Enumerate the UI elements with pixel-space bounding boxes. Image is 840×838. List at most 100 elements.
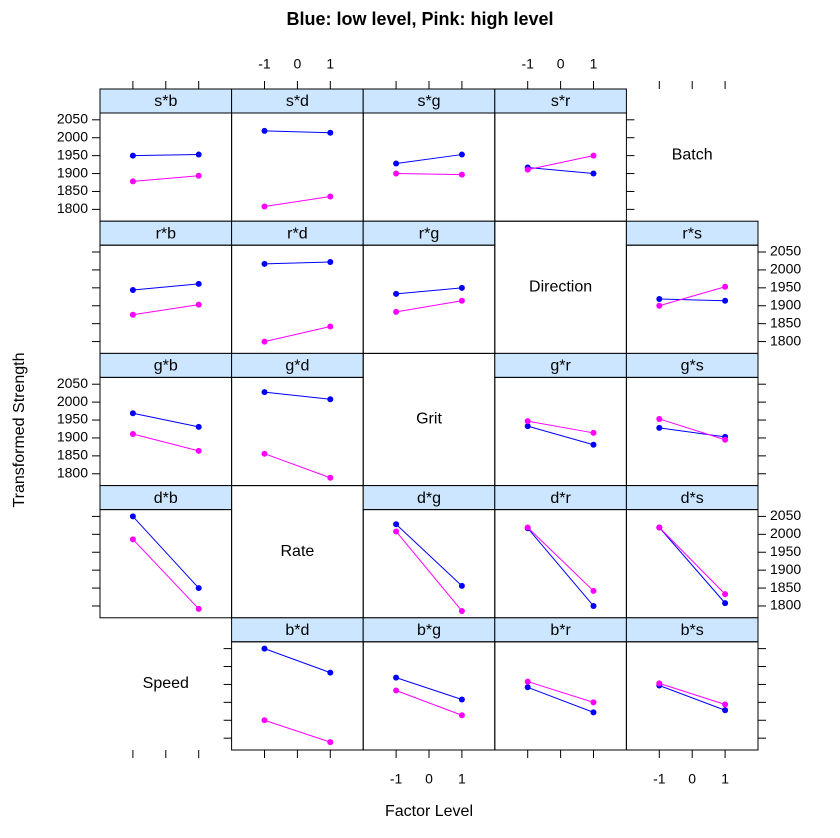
x-tick-label: 1 bbox=[458, 771, 466, 787]
point bbox=[327, 474, 334, 481]
point bbox=[327, 129, 334, 136]
strip bbox=[494, 352, 627, 378]
y-tick-label: 2000 bbox=[770, 525, 801, 541]
panel-title: b*d bbox=[285, 622, 309, 639]
point bbox=[393, 521, 400, 528]
point bbox=[195, 151, 202, 158]
point bbox=[458, 297, 465, 304]
point bbox=[327, 323, 334, 330]
point bbox=[129, 178, 136, 185]
y-tick-label: 1850 bbox=[57, 447, 88, 463]
point bbox=[393, 528, 400, 535]
point bbox=[129, 536, 136, 543]
point bbox=[458, 284, 465, 291]
point bbox=[129, 431, 136, 438]
y-tick-label: 1900 bbox=[770, 561, 801, 577]
panel bbox=[494, 112, 627, 222]
strip bbox=[362, 485, 496, 511]
series-line bbox=[132, 433, 199, 452]
series-line bbox=[527, 527, 594, 607]
series-line bbox=[527, 425, 594, 446]
panel bbox=[231, 376, 364, 487]
point bbox=[327, 193, 334, 200]
panel-title: d*s bbox=[681, 490, 704, 507]
strip bbox=[99, 352, 233, 378]
point bbox=[195, 280, 202, 287]
series-line bbox=[396, 287, 462, 295]
point bbox=[393, 308, 400, 315]
point bbox=[458, 696, 465, 703]
series-line bbox=[264, 648, 331, 674]
strip bbox=[625, 485, 759, 511]
series-line bbox=[527, 420, 594, 434]
strip bbox=[99, 88, 233, 114]
panel-title: g*d bbox=[285, 358, 309, 375]
x-tick-label: -1 bbox=[258, 56, 271, 72]
series-line bbox=[527, 166, 594, 175]
panel bbox=[362, 509, 496, 619]
point bbox=[590, 441, 597, 448]
panel-title: r*b bbox=[156, 225, 177, 242]
panel-title: d*r bbox=[550, 490, 571, 507]
panel-title: s*d bbox=[286, 93, 309, 110]
point bbox=[261, 389, 268, 396]
panel bbox=[625, 244, 759, 354]
point bbox=[327, 669, 334, 676]
point bbox=[524, 524, 531, 531]
x-tick-label: 0 bbox=[425, 771, 433, 787]
point bbox=[129, 410, 136, 417]
point bbox=[458, 712, 465, 719]
x-axis-label: Factor Level bbox=[385, 803, 473, 820]
y-tick-label: 1850 bbox=[57, 182, 88, 198]
panel-title: b*r bbox=[550, 622, 571, 639]
point bbox=[195, 605, 202, 612]
panel bbox=[362, 641, 496, 751]
y-tick-label: 2000 bbox=[57, 393, 88, 409]
series-line bbox=[658, 527, 726, 595]
x-tick-label: 1 bbox=[721, 771, 729, 787]
y-tick-label: 2050 bbox=[770, 507, 801, 523]
series-line bbox=[264, 719, 331, 743]
series-line bbox=[264, 453, 331, 479]
panel bbox=[625, 376, 759, 487]
series-line bbox=[395, 690, 463, 716]
series-line bbox=[264, 326, 331, 343]
panel-title: s*g bbox=[417, 93, 440, 110]
series-line bbox=[396, 154, 462, 165]
series-line bbox=[527, 527, 594, 592]
panel-title: d*b bbox=[154, 490, 178, 507]
factor-label: Batch bbox=[672, 146, 713, 163]
panel bbox=[494, 641, 627, 751]
strip bbox=[231, 617, 364, 643]
panel bbox=[99, 509, 233, 619]
point bbox=[261, 203, 268, 210]
point bbox=[458, 582, 465, 589]
panel-title: s*b bbox=[154, 93, 177, 110]
x-tick-label: -1 bbox=[653, 771, 666, 787]
y-tick-label: 2050 bbox=[770, 243, 801, 259]
series-line bbox=[659, 298, 726, 302]
y-tick-label: 1950 bbox=[57, 411, 88, 427]
point bbox=[261, 645, 268, 652]
series-line bbox=[658, 527, 726, 604]
point bbox=[722, 600, 729, 607]
point bbox=[590, 587, 597, 594]
y-tick-label: 1950 bbox=[57, 146, 88, 162]
panel bbox=[99, 244, 233, 354]
series-line bbox=[264, 391, 331, 400]
point bbox=[129, 152, 136, 159]
strip bbox=[625, 617, 759, 643]
series-line bbox=[132, 283, 199, 291]
series-line bbox=[132, 412, 199, 428]
x-tick-label: 0 bbox=[688, 771, 696, 787]
point bbox=[458, 607, 465, 614]
point bbox=[327, 396, 334, 403]
point bbox=[393, 170, 400, 177]
point bbox=[393, 290, 400, 297]
panel-title: s*r bbox=[551, 93, 571, 110]
y-tick-label: 1950 bbox=[770, 279, 801, 295]
point bbox=[261, 450, 268, 457]
strip bbox=[231, 352, 364, 378]
point bbox=[722, 701, 729, 708]
